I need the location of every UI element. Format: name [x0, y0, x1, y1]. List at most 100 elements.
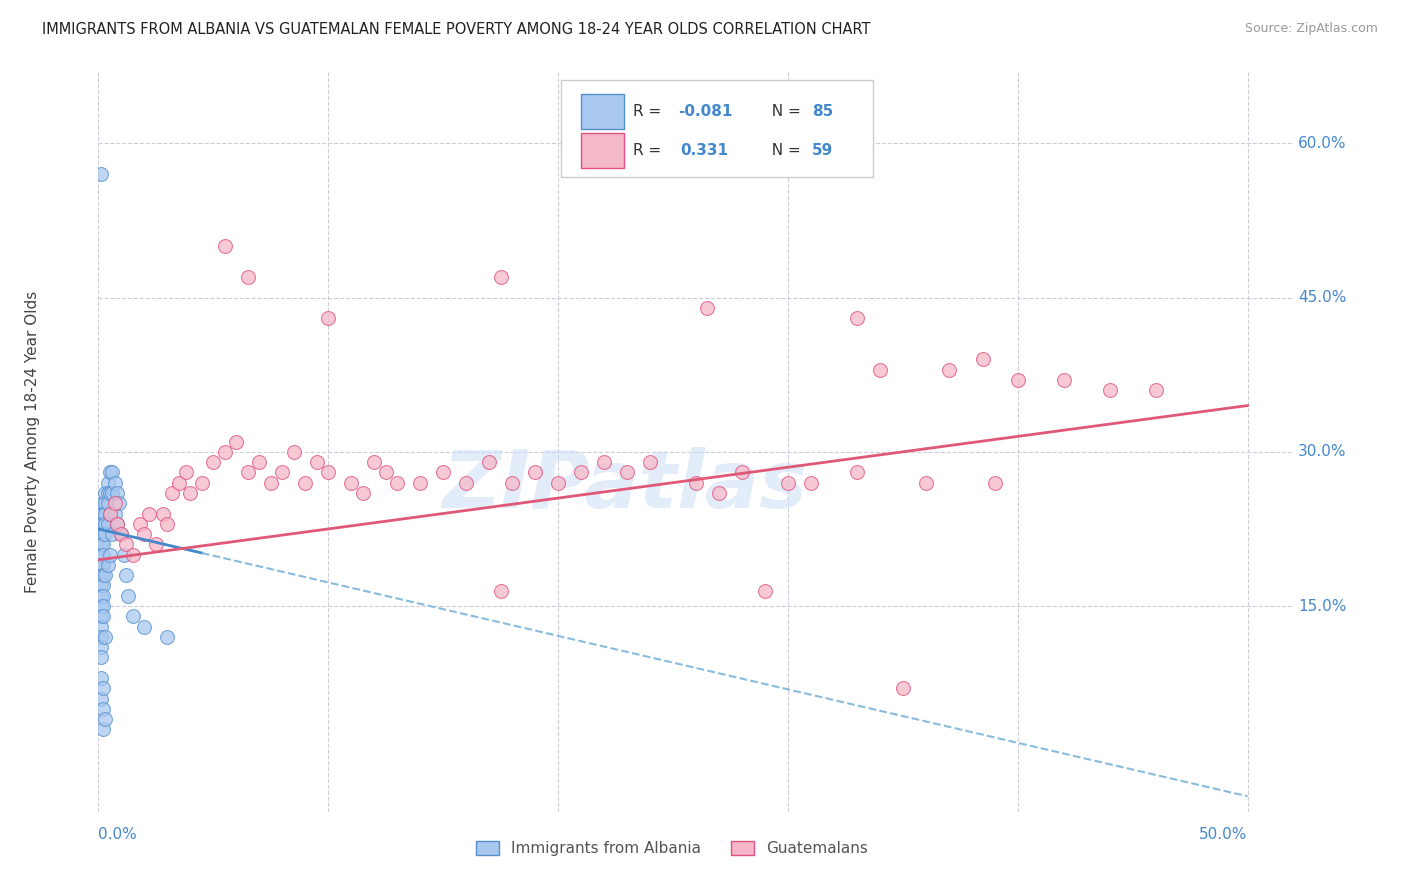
Point [90, 167, 112, 181]
Point [97, 475, 120, 490]
Point [91, 496, 114, 510]
Point [247, 455, 270, 469]
Point [214, 239, 236, 253]
Point [90, 568, 112, 582]
Point [340, 475, 363, 490]
Point [236, 466, 259, 480]
Point [914, 475, 936, 490]
Point [94, 527, 117, 541]
Text: 59: 59 [811, 143, 834, 158]
Point [489, 270, 512, 285]
Point [91, 507, 114, 521]
Point [938, 362, 960, 376]
Point [363, 455, 385, 469]
Point [94, 712, 117, 726]
Point [638, 455, 661, 469]
Point [94, 516, 117, 531]
Point [776, 475, 799, 490]
Point [456, 475, 478, 490]
Point [90, 650, 112, 665]
Point [174, 466, 197, 480]
Point [1098, 383, 1121, 397]
Point [305, 455, 328, 469]
Point [101, 527, 124, 541]
Point [800, 475, 823, 490]
Point [294, 475, 316, 490]
Point [94, 630, 117, 644]
Point [145, 537, 167, 551]
Text: 30.0%: 30.0% [1298, 444, 1347, 459]
Text: IMMIGRANTS FROM ALBANIA VS GUATEMALAN FEMALE POVERTY AMONG 18-24 YEAR OLDS CORRE: IMMIGRANTS FROM ALBANIA VS GUATEMALAN FE… [42, 22, 870, 37]
Point [90, 671, 112, 685]
Point [972, 352, 994, 367]
Point [90, 537, 112, 551]
Point [352, 486, 374, 500]
Point [478, 455, 501, 469]
Point [110, 527, 132, 541]
Text: 0.0%: 0.0% [98, 827, 138, 842]
Point [984, 475, 1007, 490]
Point [685, 475, 707, 490]
Point [214, 445, 236, 459]
Point [98, 548, 121, 562]
Point [98, 466, 121, 480]
Point [385, 475, 409, 490]
Point [103, 507, 125, 521]
Text: 50.0%: 50.0% [1199, 827, 1247, 842]
Point [98, 507, 121, 521]
Point [91, 568, 114, 582]
Point [91, 558, 114, 572]
Point [1053, 373, 1076, 387]
Point [122, 609, 145, 624]
Point [179, 486, 201, 500]
Point [432, 466, 454, 480]
Point [202, 455, 225, 469]
Point [94, 486, 117, 500]
Point [97, 516, 120, 531]
Point [91, 578, 114, 592]
Point [489, 583, 512, 598]
Point [616, 466, 638, 480]
Point [105, 516, 128, 531]
Text: R =: R = [633, 103, 666, 119]
Point [90, 527, 112, 541]
FancyBboxPatch shape [581, 133, 624, 169]
Text: R =: R = [633, 143, 666, 158]
Point [283, 445, 305, 459]
Point [128, 516, 150, 531]
Point [108, 496, 131, 510]
Point [90, 548, 112, 562]
Point [98, 486, 121, 500]
Text: 0.331: 0.331 [681, 143, 728, 158]
Text: Source: ZipAtlas.com: Source: ZipAtlas.com [1244, 22, 1378, 36]
FancyBboxPatch shape [561, 80, 873, 178]
Point [374, 466, 396, 480]
Point [105, 486, 128, 500]
Point [191, 475, 214, 490]
Point [91, 599, 114, 613]
Point [94, 507, 117, 521]
Point [94, 568, 117, 582]
Point [1144, 383, 1167, 397]
Point [707, 486, 730, 500]
Point [90, 537, 112, 551]
Text: -0.081: -0.081 [678, 103, 733, 119]
Point [115, 568, 138, 582]
Point [98, 507, 121, 521]
Point [1007, 373, 1029, 387]
Point [524, 466, 547, 480]
Point [91, 516, 114, 531]
Point [869, 362, 891, 376]
Point [90, 589, 112, 603]
Point [236, 270, 259, 285]
Point [152, 507, 174, 521]
Point [90, 599, 112, 613]
Point [409, 475, 432, 490]
Text: 60.0%: 60.0% [1298, 136, 1347, 151]
Point [156, 630, 179, 644]
Text: 85: 85 [811, 103, 834, 119]
Point [160, 486, 183, 500]
Point [260, 475, 283, 490]
Point [110, 527, 132, 541]
Point [91, 548, 114, 562]
